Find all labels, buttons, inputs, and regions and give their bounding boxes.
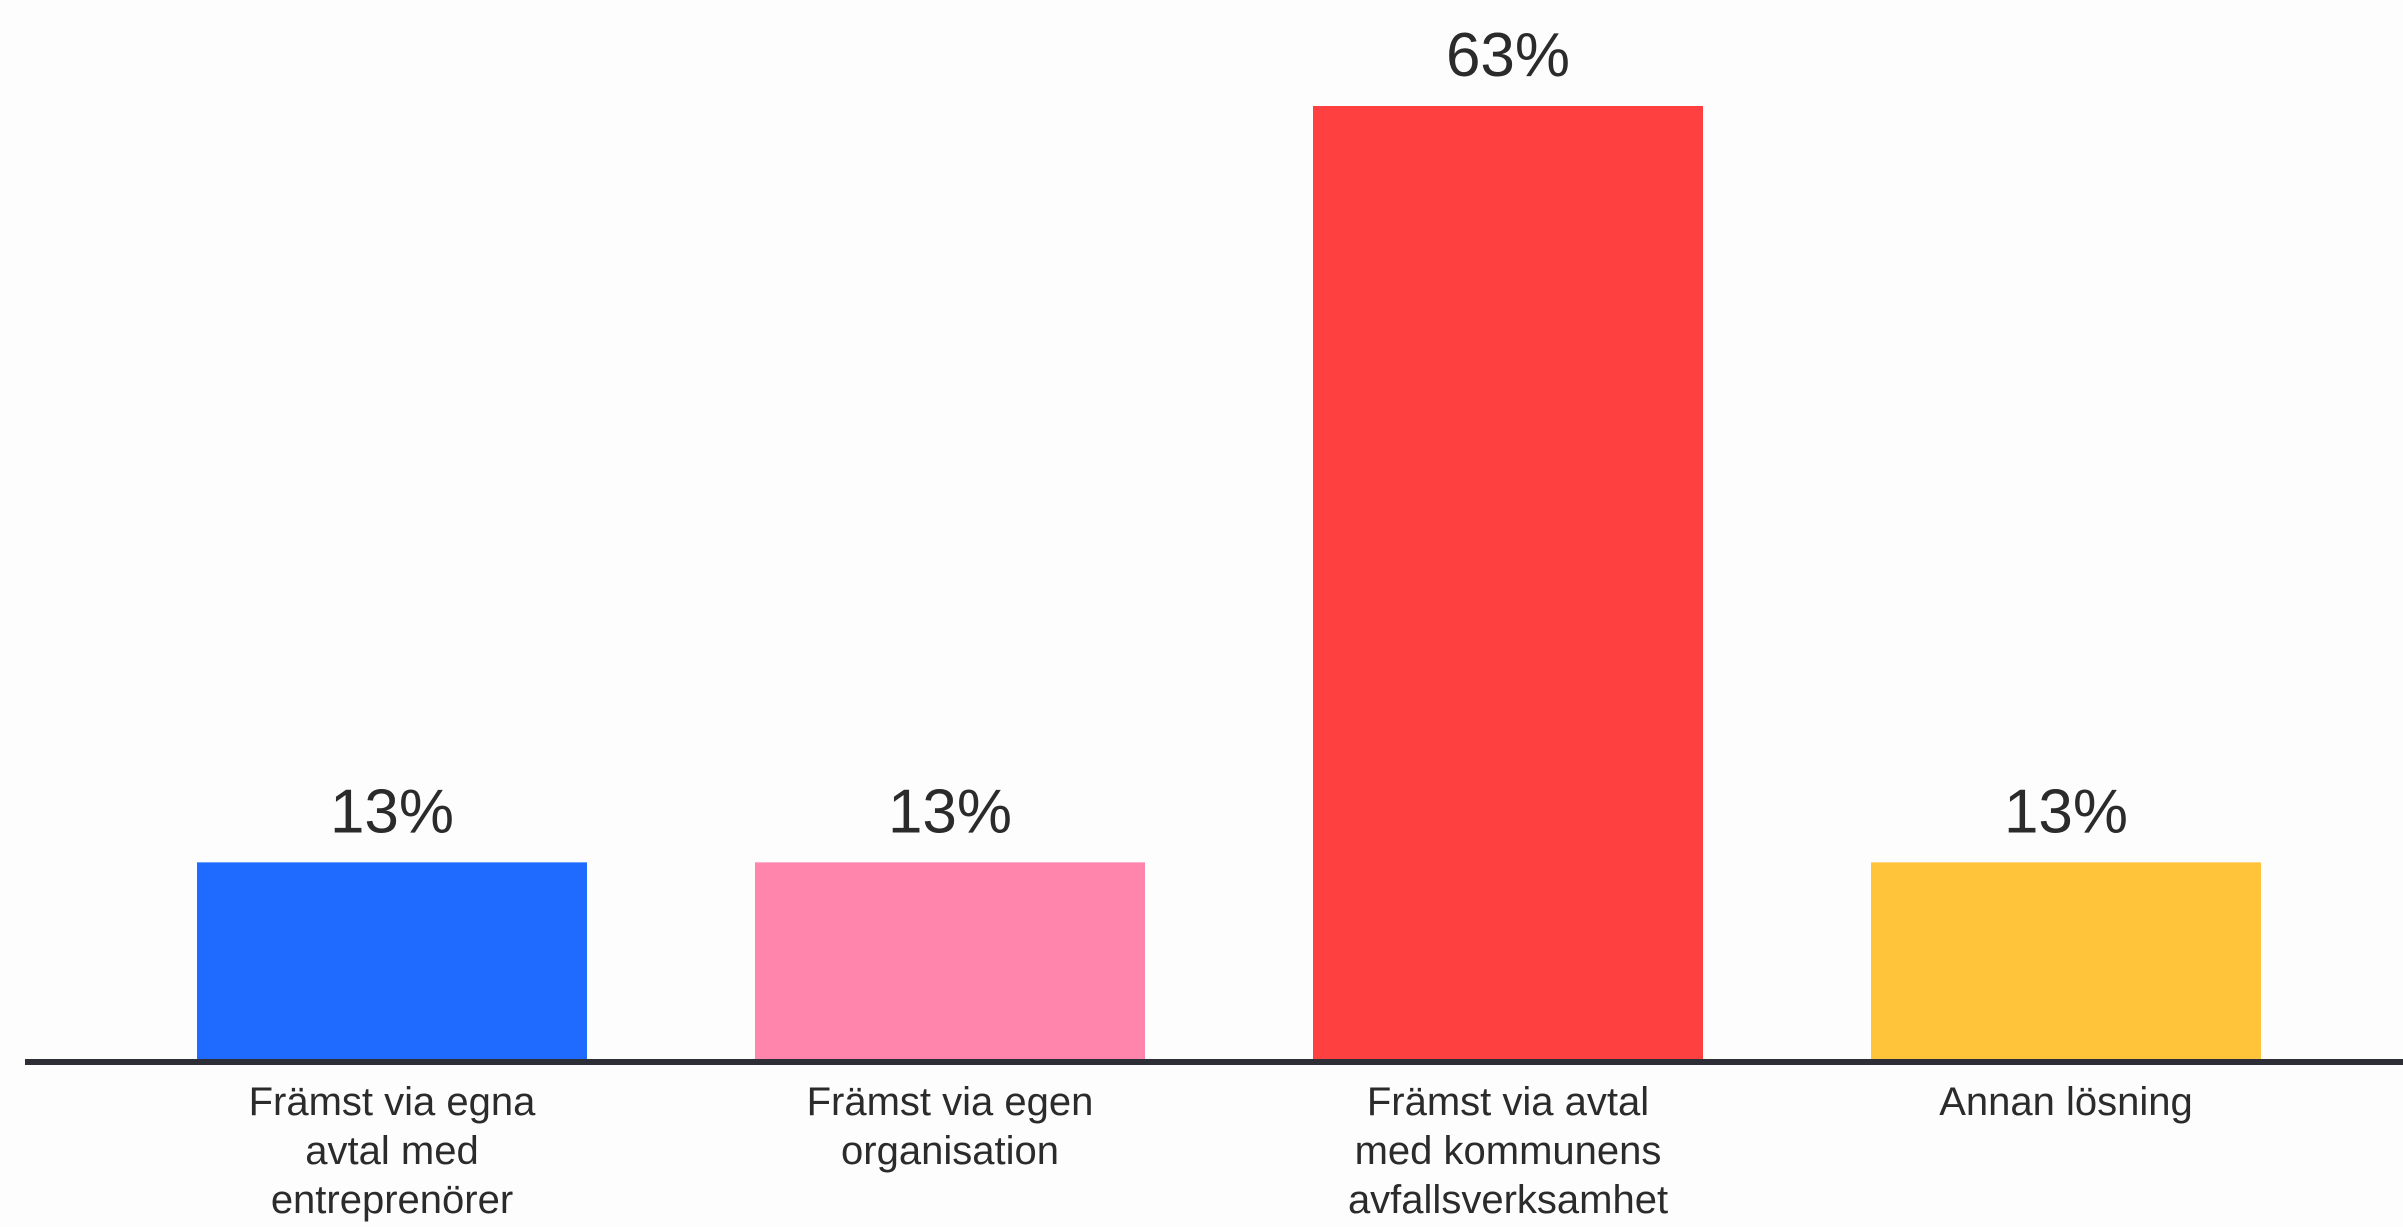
category-label-1: Främst via egna avtal med entreprenörer bbox=[249, 1080, 537, 1222]
value-label-3: 63% bbox=[1446, 21, 1570, 90]
bar-2 bbox=[755, 862, 1145, 1059]
category-label-3: Främst via avtal med kommunens avfallsverk… bbox=[1348, 1080, 1668, 1222]
value-labels-group: 13% 13% 63% 13% bbox=[330, 21, 2128, 846]
category-label-line: organisation bbox=[841, 1129, 1059, 1173]
category-label-line: Annan lösning bbox=[1939, 1080, 2193, 1124]
category-label-line: Främst via avtal bbox=[1367, 1080, 1649, 1124]
category-label-line: avfallsverksamhet bbox=[1348, 1178, 1668, 1222]
bars-group bbox=[197, 106, 2261, 1059]
category-label-2: Främst via egen organisation bbox=[807, 1080, 1094, 1173]
bar-4 bbox=[1871, 862, 2261, 1059]
category-label-line: med kommunens bbox=[1355, 1129, 1662, 1173]
value-label-4: 13% bbox=[2004, 777, 2128, 846]
category-label-line: avtal med bbox=[305, 1129, 478, 1173]
bar-3 bbox=[1313, 106, 1703, 1059]
value-label-1: 13% bbox=[330, 777, 454, 846]
category-label-line: Främst via egna bbox=[249, 1080, 537, 1124]
category-label-4: Annan lösning bbox=[1939, 1080, 2193, 1124]
category-label-line: entreprenörer bbox=[271, 1178, 513, 1222]
category-labels-group: Främst via egna avtal med entreprenörerFrä… bbox=[249, 1080, 2193, 1222]
category-label-line: Främst via egen bbox=[807, 1080, 1094, 1124]
value-label-2: 13% bbox=[888, 777, 1012, 846]
bar-1 bbox=[197, 862, 587, 1059]
